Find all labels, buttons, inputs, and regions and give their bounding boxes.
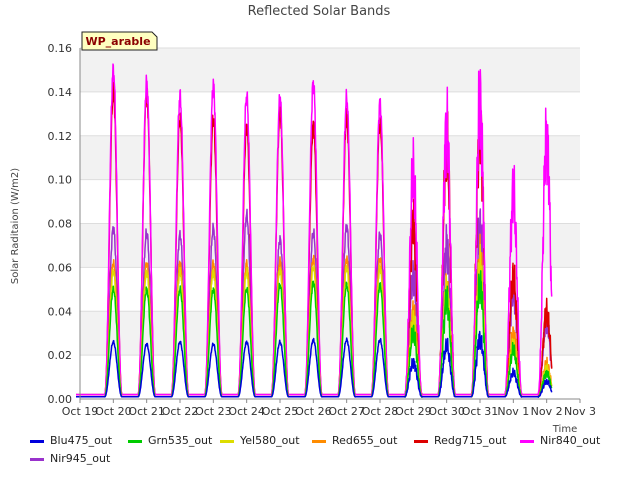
series-line-blu475-out (75, 330, 553, 398)
legend-swatch (312, 439, 326, 443)
legend-swatch (30, 457, 44, 461)
y-tick-label: 0.04 (48, 305, 73, 318)
y-tick-label: 0.06 (48, 261, 73, 274)
y-tick-label: 0.12 (48, 130, 73, 143)
plot-band (80, 223, 580, 268)
y-axis-label: Solar Raditaion (W/m2) (10, 168, 21, 284)
station-annotation-label: WP_arable (85, 35, 150, 48)
x-axis-label: Time (552, 424, 577, 435)
plot-band (80, 135, 580, 180)
station-annotation: WP_arable (81, 31, 158, 51)
x-tick-label: Oct 31 (462, 405, 499, 418)
x-tick-label: Nov 1 (497, 405, 529, 418)
series-layer (75, 63, 553, 398)
legend-swatch (414, 439, 428, 443)
y-tick-label: 0.02 (48, 349, 73, 362)
legend-label: Nir840_out (540, 434, 601, 447)
x-tick-label: Oct 30 (428, 405, 465, 418)
legend-item-redg715-out: Redg715_out (414, 434, 506, 447)
legend-label: Grn535_out (148, 434, 213, 447)
x-tick-label: Oct 27 (328, 405, 365, 418)
x-tick-label: Oct 24 (228, 405, 265, 418)
chart-title: Reflected Solar Bands (248, 4, 391, 19)
legend-swatch (520, 439, 534, 443)
legend-item-blu475-out: Blu475_out (30, 434, 112, 447)
y-tick-label: 0.14 (48, 86, 73, 99)
legend-item-nir945-out: Nir945_out (30, 452, 110, 465)
y-tick-label: 0.10 (48, 174, 73, 187)
x-tick-label: Oct 22 (162, 405, 199, 418)
x-tick-label: Oct 21 (128, 405, 165, 418)
y-tick-label: 0.08 (48, 218, 73, 231)
legend-swatch (128, 439, 142, 443)
y-tick-label: 0.16 (48, 42, 73, 55)
x-tick-label: Oct 28 (362, 405, 399, 418)
legend-label: Redg715_out (434, 434, 507, 447)
y-tick-labels: 0.00 0.02 0.04 0.06 0.08 0.10 0.12 0.14 0.16 (48, 42, 73, 406)
legend-item-yel580-out: Yel580_out (220, 434, 300, 447)
legend-swatch (30, 439, 44, 443)
x-tick-label: Oct 23 (195, 405, 232, 418)
x-tick-label: Oct 25 (262, 405, 299, 418)
legend-label: Yel580_out (240, 434, 300, 447)
x-tick-label: Nov 2 (531, 405, 563, 418)
legend-label: Red655_out (332, 434, 398, 447)
legend-swatch (220, 439, 234, 443)
legend-item-grn535-out: Grn535_out (128, 434, 212, 447)
grid-lines (80, 47, 580, 400)
legend-item-red655-out: Red655_out (312, 434, 397, 447)
x-tick-label: Oct 19 (62, 405, 99, 418)
y-tick-label: 0.00 (48, 393, 73, 406)
plot-band (80, 48, 580, 92)
plot-band (80, 311, 580, 356)
x-tick-label: Oct 20 (95, 405, 132, 418)
legend-label: Nir945_out (50, 452, 111, 465)
axes (79, 48, 581, 403)
legend-label: Blu475_out (50, 434, 113, 447)
x-tick-label: Oct 29 (395, 405, 432, 418)
x-tick-label: Oct 26 (295, 405, 332, 418)
legend-item-nir840-out: Nir840_out (520, 434, 600, 447)
x-tick-label: Nov 3 (564, 405, 596, 418)
